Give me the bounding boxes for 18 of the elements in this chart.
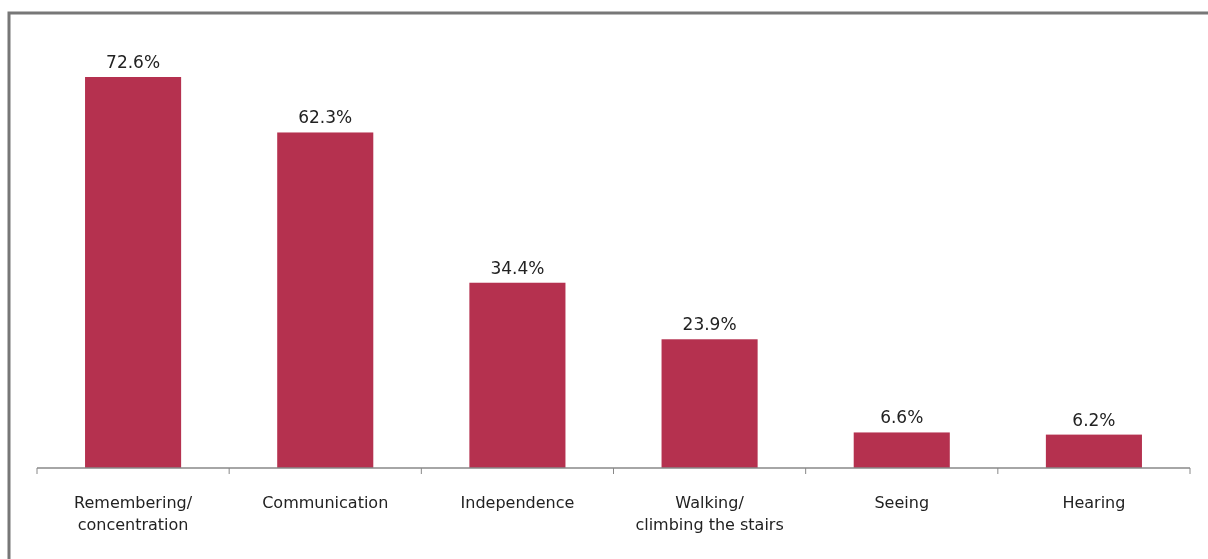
x-tick-label: Remembering/ concentration (74, 493, 193, 534)
bar (277, 132, 374, 468)
bar (85, 77, 182, 468)
x-tick-label: Walking/ climbing the stairs (635, 493, 784, 534)
x-tick-label: Hearing (1062, 493, 1126, 512)
bar (469, 282, 566, 468)
data-label: 72.6% (106, 52, 161, 72)
bar (853, 432, 950, 468)
x-tick-label: Independence (460, 493, 575, 512)
bar (1045, 434, 1142, 468)
data-label: 62.3% (298, 107, 353, 128)
data-label: 6.6% (880, 407, 924, 428)
x-tick-label: Seeing (874, 493, 930, 512)
data-label: 34.4% (490, 257, 545, 278)
data-label: 23.9% (682, 314, 737, 335)
bar (661, 339, 758, 468)
data-label: 6.2% (1072, 409, 1116, 430)
x-tick-label: Communication (262, 493, 389, 512)
